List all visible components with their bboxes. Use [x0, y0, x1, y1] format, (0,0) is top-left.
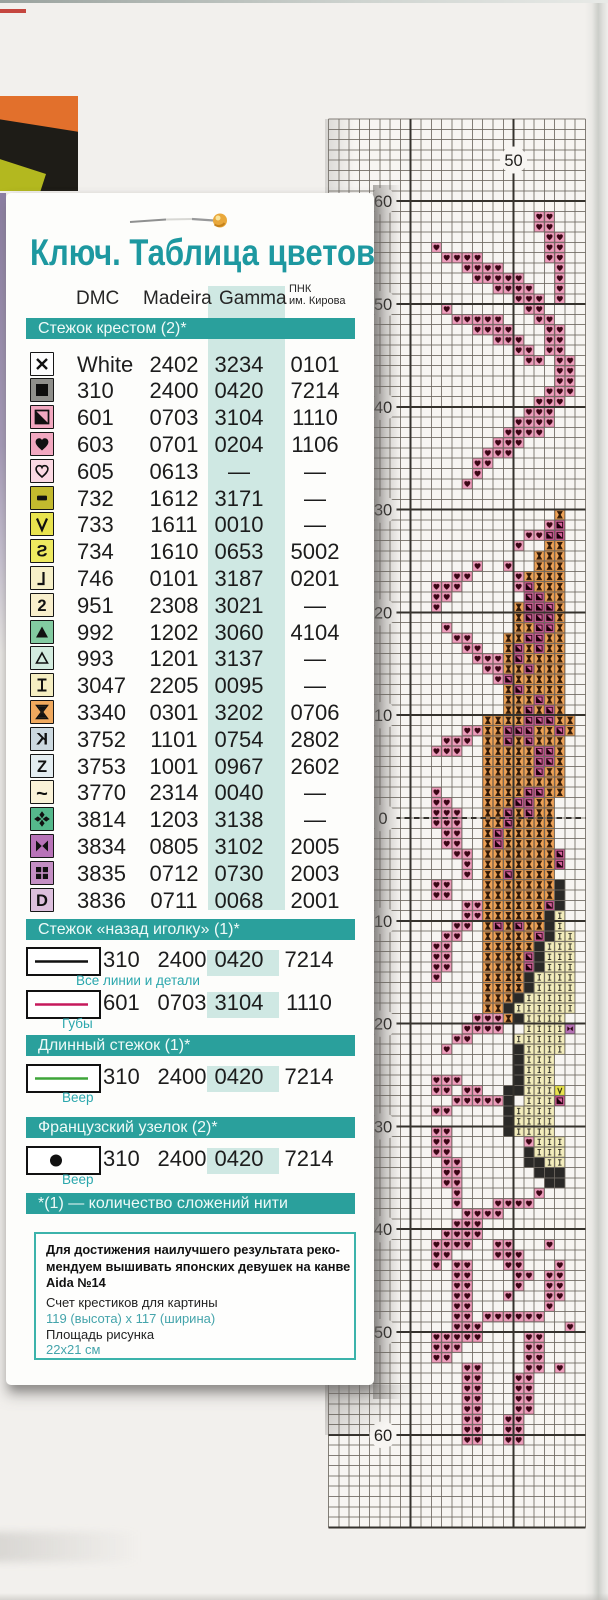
svg-text:K: K — [35, 730, 47, 748]
svg-text:S: S — [36, 543, 47, 561]
svg-text:D: D — [36, 892, 48, 910]
svg-text:~: ~ — [36, 783, 48, 803]
svg-text:50: 50 — [504, 152, 522, 170]
svg-text:60: 60 — [374, 1427, 392, 1445]
svg-text:2: 2 — [37, 597, 46, 615]
svg-text:Z: Z — [36, 758, 46, 776]
